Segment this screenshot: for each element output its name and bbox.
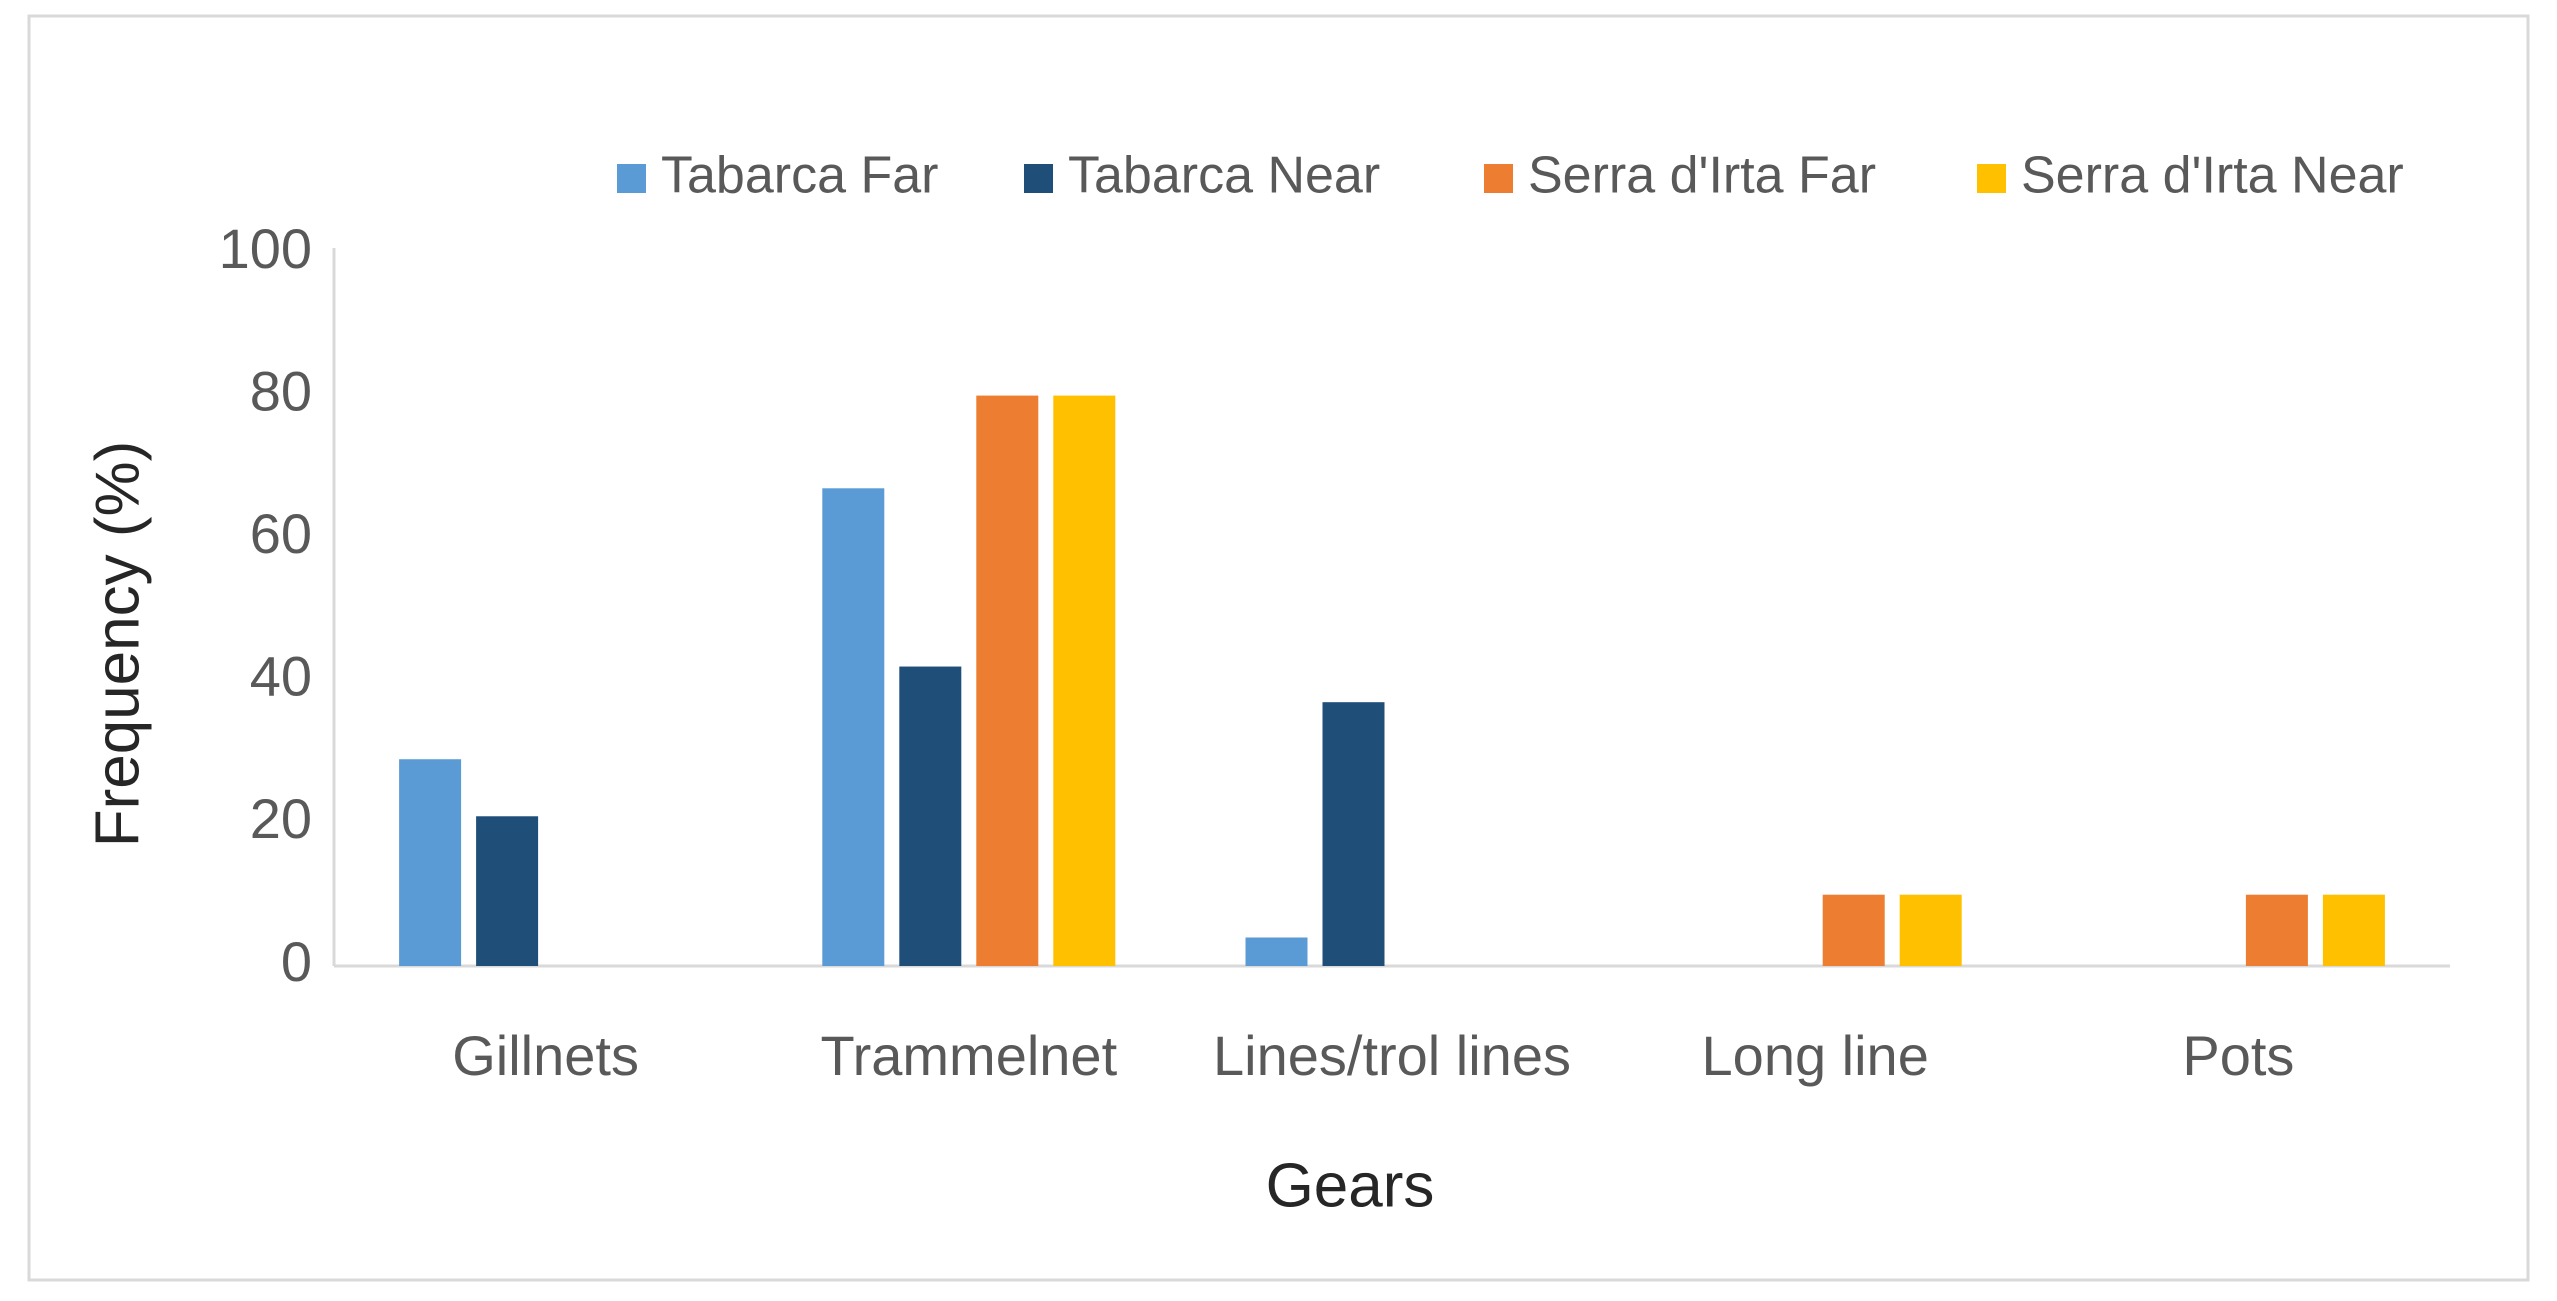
bar xyxy=(1245,937,1308,966)
y-tick-label: 40 xyxy=(250,645,312,708)
bar xyxy=(899,666,962,966)
legend-label: Serra d'Irta Far xyxy=(1528,147,1876,205)
legend-swatch xyxy=(1484,164,1513,193)
x-tick-label: Trammelnet xyxy=(820,1024,1117,1087)
legend-swatch xyxy=(617,164,646,193)
y-tick-label: 60 xyxy=(250,502,312,565)
x-tick-label: Lines/trol lines xyxy=(1213,1024,1571,1087)
bar xyxy=(1053,395,1116,967)
legend-label: Tabarca Near xyxy=(1068,147,1380,205)
y-tick-label: 0 xyxy=(281,930,312,993)
bar xyxy=(399,759,462,966)
bar xyxy=(1322,702,1385,966)
bar xyxy=(822,488,885,966)
x-tick-label: Pots xyxy=(2182,1024,2294,1087)
chart-border xyxy=(27,14,2530,1282)
x-tick-label: Gillnets xyxy=(452,1024,639,1087)
y-tick-label: 80 xyxy=(250,359,312,422)
bar xyxy=(976,395,1039,967)
legend-swatch xyxy=(1024,164,1053,193)
y-tick-label: 20 xyxy=(250,787,312,850)
x-tick-label: Long line xyxy=(1702,1024,1929,1087)
bar xyxy=(476,816,539,966)
legend-label: Serra d'Irta Near xyxy=(2021,147,2404,205)
bar xyxy=(1899,894,1962,966)
legend-label: Tabarca Far xyxy=(661,147,938,205)
bar xyxy=(2245,894,2308,966)
y-axis-label: Frequency (%) xyxy=(83,441,152,848)
bar xyxy=(1822,894,1885,966)
y-tick-label: 100 xyxy=(219,217,312,280)
x-axis-label: Gears xyxy=(1266,1151,1435,1220)
bar xyxy=(2322,894,2385,966)
legend-swatch xyxy=(1977,164,2006,193)
